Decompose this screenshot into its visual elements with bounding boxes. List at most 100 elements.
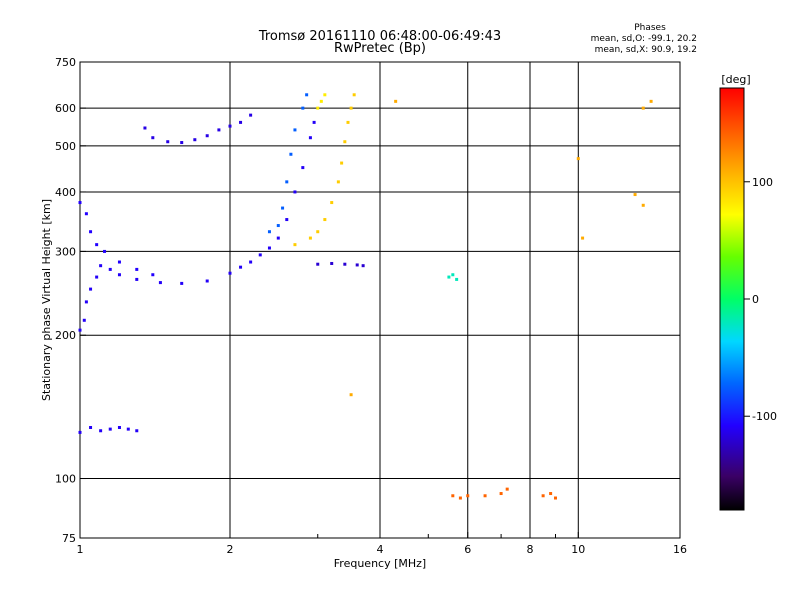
data-point [135,267,139,271]
x-tick-label: 16 [673,543,687,556]
data-point [135,429,139,433]
data-point [316,230,320,234]
data-point [95,275,99,279]
colorbar-gradient [719,87,745,511]
data-point [135,277,139,281]
data-point [641,106,645,110]
phase-colorbar: [deg] -100 0 100 [719,73,777,511]
data-point [649,99,653,103]
data-point [89,425,93,429]
x-axis-label: Frequency [MHz] [334,557,426,570]
trace-group [78,120,316,332]
colorbar-ticks: -100 0 100 [744,176,777,423]
data-point [553,496,557,500]
data-point [228,124,232,128]
data-point [455,277,459,281]
y-tick-label: 300 [55,245,76,258]
y-axis-ticks: 75 100 200 300 400 500 600 750 [55,56,86,545]
data-point [285,218,289,222]
y-tick-label: 75 [62,532,76,545]
data-point [267,230,271,234]
data-point [447,275,451,279]
data-point [180,281,184,285]
chart-subtitle: RwPretec (Bp) [334,41,426,56]
trace-group [78,201,155,277]
x-tick-label: 10 [571,543,585,556]
colorbar-label: [deg] [721,73,750,86]
data-point [158,281,162,285]
data-point [193,138,197,142]
data-point [466,494,470,498]
data-point [117,273,121,277]
chart-title: Tromsø 20161110 06:48:00-06:49:43 [258,29,501,44]
data-point [276,236,280,240]
data-point [330,261,334,265]
data-point [117,425,121,429]
data-point [301,106,305,110]
data-point [293,190,297,194]
x-tick-label: 1 [77,543,84,556]
data-point [293,128,297,132]
data-point [267,246,271,250]
data-point [305,93,309,97]
trace-group [447,273,459,281]
data-point [308,236,312,240]
data-point [349,106,353,110]
data-point [285,180,289,184]
data-point [108,267,112,271]
data-point [505,487,509,491]
data-point [180,141,184,145]
x-tick-label: 2 [227,543,234,556]
data-point [103,249,107,253]
colorbar-tick-label: 100 [752,176,773,189]
data-point [82,318,86,322]
data-point [576,157,580,161]
data-points [78,93,653,500]
y-tick-label: 100 [55,473,76,486]
data-point [99,429,103,433]
y-tick-label: 600 [55,102,76,115]
phase-stats-x: mean, sd,X: 90.9, 19.2 [595,45,697,55]
data-point [281,206,285,210]
colorbar-tick-label: 0 [752,293,759,306]
x-axis-ticks: 1 2 4 6 8 10 16 [77,532,687,556]
data-point [151,136,155,140]
data-point [633,193,637,197]
y-tick-label: 200 [55,329,76,342]
data-point [394,99,398,103]
data-point [84,212,88,216]
data-point [89,230,93,234]
data-point [126,427,130,431]
data-point [641,203,645,207]
data-point [343,140,347,144]
data-point [95,243,99,247]
data-point [316,106,320,110]
data-point [84,300,88,304]
data-point [301,166,305,170]
data-point [289,152,293,156]
data-point [239,265,243,269]
data-point [343,262,347,266]
data-point [258,253,262,257]
data-point [205,134,209,138]
data-point [499,492,503,496]
grid-lines [80,62,680,538]
data-point [99,264,103,268]
data-point [276,224,280,228]
data-point [166,140,170,144]
data-point [117,260,121,264]
x-tick-label: 4 [377,543,384,556]
trace-group [143,113,253,145]
data-point [108,427,112,431]
data-point [355,263,359,267]
data-point [308,136,312,140]
data-point [549,492,553,496]
trace-group [316,93,327,110]
trace-group [451,487,557,500]
data-point [346,120,350,124]
data-point [293,243,297,247]
phase-stats-title: Phases [634,23,666,33]
data-point [249,113,253,117]
data-point [78,201,82,205]
